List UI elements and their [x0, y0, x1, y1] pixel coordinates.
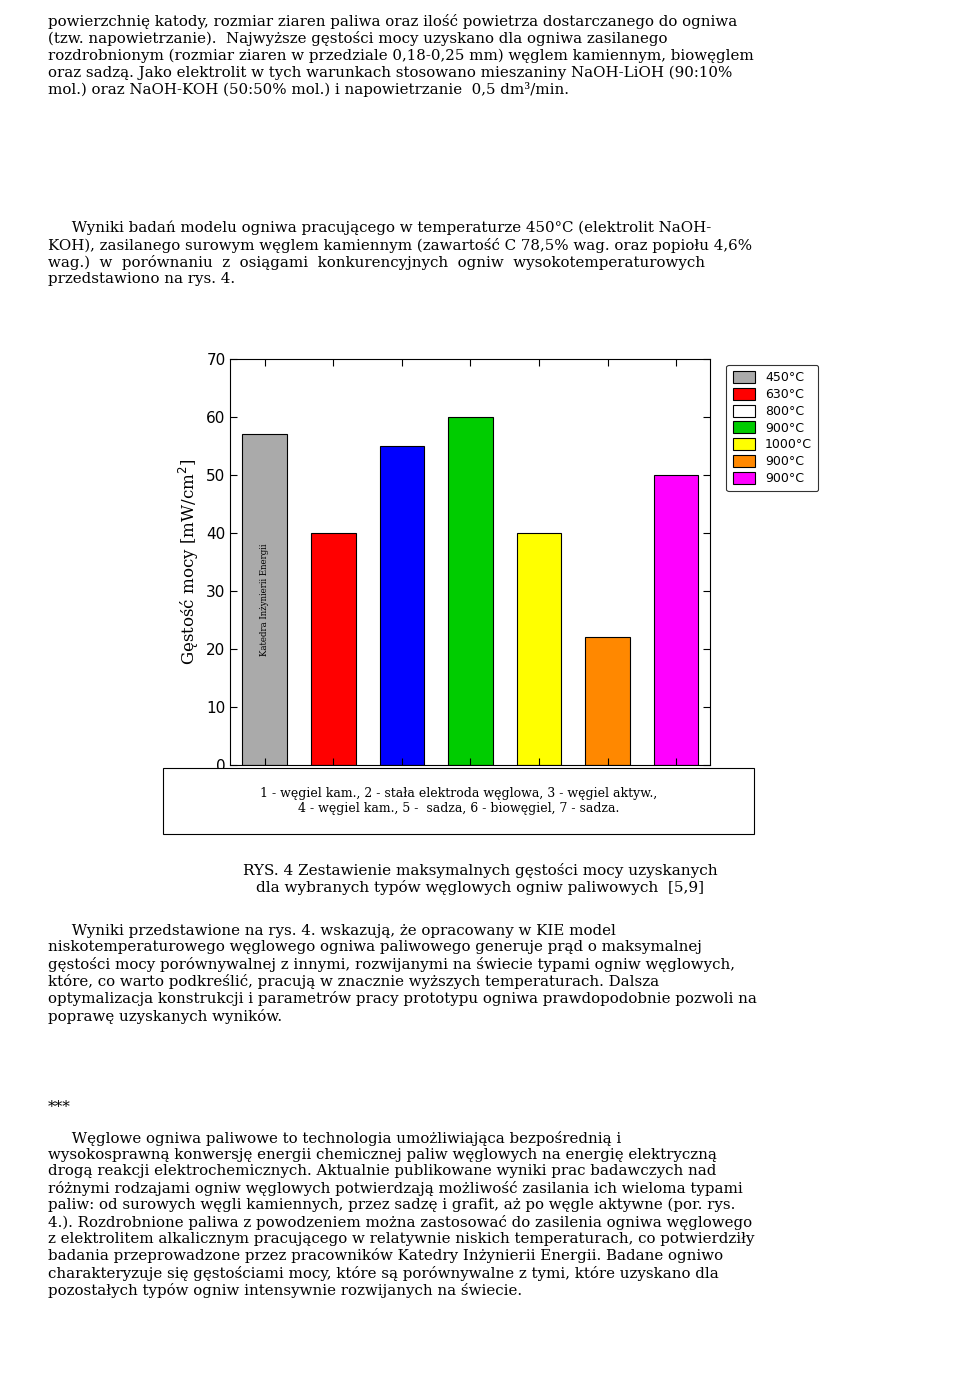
Text: RYS. 4 Zestawienie maksymalnych gęstości mocy uzyskanych
dla wybranych typów węg: RYS. 4 Zestawienie maksymalnych gęstości…	[243, 863, 717, 895]
Bar	[379, 445, 424, 765]
Bar	[516, 532, 562, 765]
Text: Uniwersytet St. Andrews: Uniwersytet St. Andrews	[672, 565, 681, 674]
Text: 1 - węgiel kam., 2 - stała elektroda węglowa, 3 - węgiel aktyw.,
4 - węgiel kam.: 1 - węgiel kam., 2 - stała elektroda węg…	[260, 787, 657, 815]
Text: Uniwersytet Akron: Uniwersytet Akron	[466, 550, 475, 632]
Bar	[448, 416, 492, 765]
Bar	[586, 637, 630, 765]
Text: Direct Carbon
Technologies: Direct Carbon Technologies	[598, 670, 617, 732]
Bar	[311, 532, 355, 765]
Bar	[654, 474, 698, 765]
Legend: 450°C, 630°C, 800°C, 900°C, 1000°C, 900°C, 900°C: 450°C, 630°C, 800°C, 900°C, 1000°C, 900°…	[727, 365, 818, 491]
FancyBboxPatch shape	[163, 768, 754, 834]
Text: Bavarian Center for
Applied Energy Research: Bavarian Center for Applied Energy Resea…	[529, 594, 549, 705]
Text: ***: ***	[48, 1099, 71, 1114]
Text: Wyniki przedstawione na rys. 4. wskazują, że opracowany w KIE model
niskotempera: Wyniki przedstawione na rys. 4. wskazują…	[48, 924, 756, 1023]
Text: Węglowe ogniwa paliwowe to technologia umożliwiająca bezpośrednią i
wysokosprawn: Węglowe ogniwa paliwowe to technologia u…	[48, 1131, 755, 1298]
Y-axis label: Gęstość mocy [mW/cm$^2$]: Gęstość mocy [mW/cm$^2$]	[177, 459, 201, 665]
Bar	[242, 434, 287, 765]
Text: Lawrence Livermore
National Laboratory: Lawrence Livermore National Laboratory	[392, 560, 412, 651]
Text: Katedra Inżynierii Energii: Katedra Inżynierii Energii	[260, 543, 269, 656]
Text: Scientific Applications
and Research Associates: Scientific Applications and Research Ass…	[324, 596, 343, 703]
Text: Wyniki badań modelu ogniwa pracującego w temperaturze 450°C (elektrolit NaOH-
KO: Wyniki badań modelu ogniwa pracującego w…	[48, 221, 752, 285]
Text: powierzchnię katody, rozmiar ziaren paliwa oraz ilość powietrza dostarczanego do: powierzchnię katody, rozmiar ziaren pali…	[48, 14, 754, 97]
